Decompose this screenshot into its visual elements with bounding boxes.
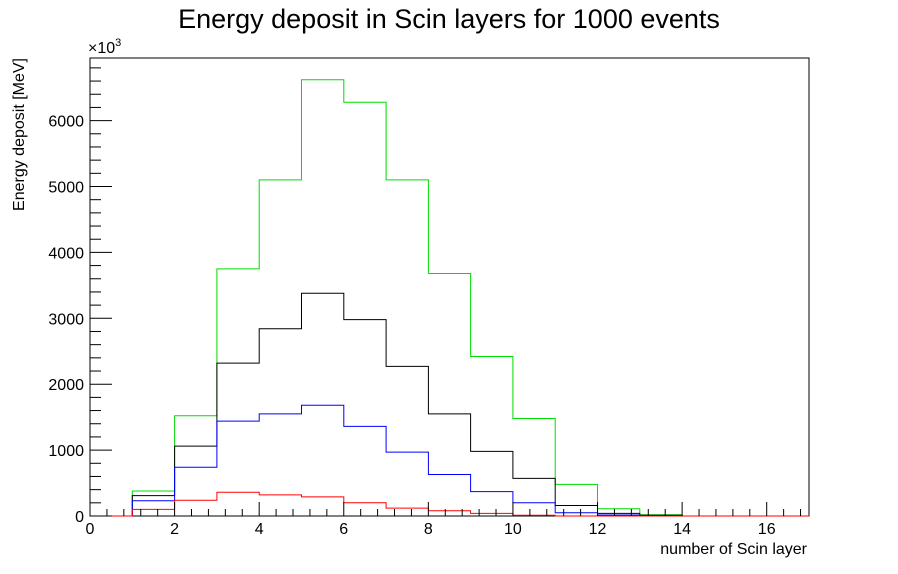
chart-title: Energy deposit in Scin layers for 1000 e… bbox=[178, 4, 720, 34]
x-tick-label: 2 bbox=[170, 521, 179, 538]
x-axis-label: number of Scin layer bbox=[660, 541, 807, 558]
x-tick-label: 8 bbox=[424, 521, 433, 538]
y-tick-label: 6000 bbox=[48, 114, 84, 131]
histogram-series-4 bbox=[90, 491, 809, 517]
y-axis-label: Energy deposit [MeV] bbox=[11, 58, 28, 211]
x-tick-label: 0 bbox=[86, 521, 95, 538]
histograms bbox=[90, 79, 809, 517]
y-multiplier-base: ×10 bbox=[88, 40, 115, 57]
x-tick-label: 12 bbox=[589, 521, 607, 538]
x-tick-label: 6 bbox=[339, 521, 348, 538]
x-tick-label: 4 bbox=[255, 521, 264, 538]
y-tick-label: 0 bbox=[75, 509, 84, 526]
y-tick-label: 5000 bbox=[48, 180, 84, 197]
histogram-series-2 bbox=[90, 292, 809, 517]
x-tick-label: 10 bbox=[504, 521, 522, 538]
y-tick-label: 2000 bbox=[48, 377, 84, 394]
axes: 0 2 4 6 8 10 12 14 16 0 1000 2000 3000 4000 5000 6000 bbox=[48, 67, 802, 538]
y-tick-label: 1000 bbox=[48, 443, 84, 460]
plot-frame bbox=[89, 57, 810, 517]
y-tick-label: 3000 bbox=[48, 311, 84, 328]
y-multiplier-label: ×103 bbox=[88, 37, 121, 57]
x-tick-label: 16 bbox=[758, 521, 776, 538]
y-multiplier-exponent: 3 bbox=[115, 37, 121, 49]
y-tick-label: 4000 bbox=[48, 245, 84, 262]
histogram-series-3 bbox=[90, 404, 809, 517]
histogram-series-1 bbox=[90, 79, 809, 517]
x-tick-label: 14 bbox=[673, 521, 691, 538]
